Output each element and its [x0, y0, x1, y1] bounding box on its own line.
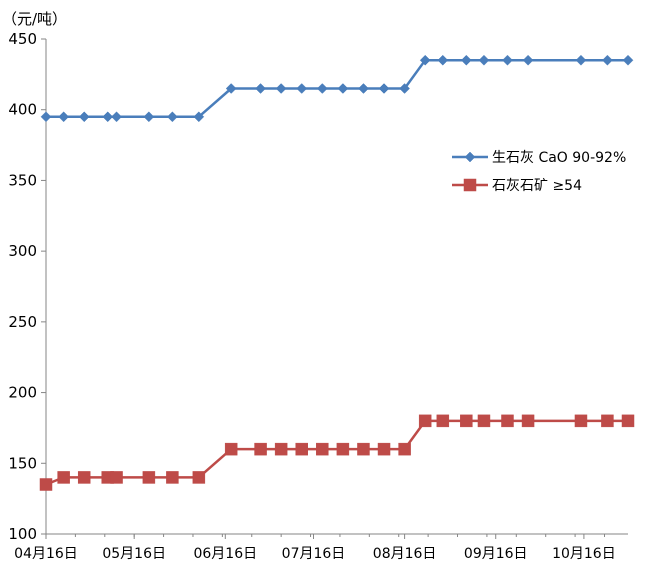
data-point: [436, 414, 450, 428]
y-tick-label: 200: [8, 384, 37, 402]
data-point: [336, 442, 350, 456]
data-point: [358, 83, 369, 94]
data-point: [575, 54, 587, 66]
data-point: [224, 442, 238, 456]
data-point: [295, 442, 308, 456]
x-tick-label: 06月16日: [193, 546, 257, 562]
data-point: [477, 414, 491, 428]
x-tick-label: 10月16日: [552, 546, 616, 562]
data-point: [501, 414, 514, 428]
data-point: [377, 442, 391, 456]
data-point: [77, 471, 91, 484]
data-point: [460, 54, 472, 66]
x-tick-label: 07月16日: [282, 546, 346, 562]
data-point: [522, 54, 534, 66]
legend-label: 生石灰 CaO 90-92%: [492, 150, 626, 166]
data-point: [378, 83, 390, 94]
series-1: [40, 54, 634, 123]
data-point: [225, 83, 237, 94]
data-point: [478, 54, 490, 66]
y-tick-label: 300: [8, 242, 37, 260]
data-point: [357, 442, 370, 456]
data-point: [601, 414, 614, 428]
data-point: [167, 111, 178, 123]
data-point: [254, 442, 267, 456]
data-point: [57, 471, 70, 484]
y-tick-label: 100: [8, 525, 37, 543]
data-point: [39, 478, 53, 491]
data-point: [296, 83, 308, 94]
x-tick-label: 09月16日: [464, 546, 528, 562]
plot-area: [39, 54, 635, 491]
data-point: [78, 111, 90, 123]
data-point: [337, 83, 349, 94]
x-tick-label: 08月16日: [373, 546, 437, 562]
data-point: [437, 54, 449, 66]
y-tick-label: 150: [8, 454, 37, 472]
data-point: [275, 83, 287, 94]
legend-marker: [464, 151, 476, 163]
data-point: [521, 414, 535, 428]
y-tick-label: 250: [8, 313, 37, 331]
data-point: [316, 83, 328, 94]
legend-item: 石灰石矿 ≥54: [452, 178, 582, 194]
legend-item: 生石灰 CaO 90-92%: [452, 150, 626, 166]
data-point: [399, 83, 410, 94]
data-point: [574, 414, 588, 428]
data-point: [502, 54, 513, 66]
y-tick-label: 350: [8, 171, 37, 189]
legend-marker: [463, 178, 477, 192]
data-point: [143, 111, 155, 123]
data-point: [419, 54, 431, 66]
series-2: [39, 414, 635, 491]
data-point: [622, 54, 634, 66]
data-point: [40, 111, 52, 123]
legend: 生石灰 CaO 90-92% 石灰石矿 ≥54: [452, 150, 626, 194]
data-point: [460, 414, 473, 428]
data-point: [192, 471, 206, 484]
series-line: [46, 58, 628, 119]
data-point: [142, 471, 156, 484]
x-tick-label: 05月16日: [102, 546, 166, 562]
data-point: [602, 54, 613, 66]
data-point: [274, 442, 288, 456]
data-point: [166, 471, 179, 484]
data-point: [255, 83, 266, 94]
data-point: [102, 111, 114, 123]
data-point: [110, 471, 123, 484]
legend-label: 石灰石矿 ≥54: [492, 178, 582, 194]
y-unit-label: （元/吨）: [2, 10, 67, 28]
y-axis: 100 150 200 250 300 350 400 450: [8, 30, 47, 543]
x-tick-label: 04月16日: [14, 546, 78, 562]
data-point: [193, 111, 205, 123]
x-axis: 04月16日 05月16日 06月16日 07月16日 08月16日 09月16日 10月1…: [14, 533, 628, 562]
data-point: [58, 111, 69, 123]
data-point: [316, 442, 329, 456]
data-point: [418, 414, 432, 428]
data-point: [621, 414, 635, 428]
data-point: [111, 111, 122, 123]
y-tick-label: 400: [8, 101, 37, 119]
y-tick-label: 450: [8, 30, 37, 48]
data-point: [398, 442, 411, 456]
